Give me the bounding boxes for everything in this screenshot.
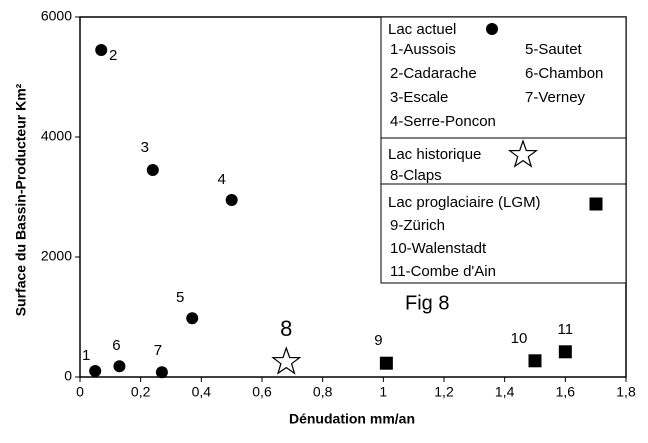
point-label: 5 (176, 289, 184, 306)
x-tick-label: 1 (379, 384, 387, 400)
legend-item: 11-Combe d'Ain (390, 263, 496, 280)
data-point (379, 356, 393, 370)
data-point (95, 44, 108, 56)
legend-item: 9-Zürich (390, 217, 445, 234)
point-label: 3 (141, 139, 149, 156)
y-tick-label: 0 (64, 368, 72, 384)
data-point (558, 345, 572, 359)
point-label: 10 (511, 330, 528, 347)
legend-marker (507, 139, 539, 168)
data-point (186, 312, 199, 325)
legend-item: 10-Walenstadt (390, 240, 487, 257)
legend-item: 3-Escale (390, 89, 448, 106)
y-tick-label: 6000 (41, 8, 72, 24)
x-tick-label: 1,4 (495, 384, 515, 400)
legend-item: 1-Aussois (390, 41, 456, 58)
x-tick-label: 0,8 (313, 384, 333, 400)
figure-annotation: Fig 8 (405, 292, 449, 314)
y-tick-label: 4000 (41, 128, 72, 144)
legend-item: 4-Serre-Poncon (390, 113, 496, 130)
point-label: 6 (112, 337, 120, 354)
legend-title: Lac proglaciaire (LGM) (388, 194, 541, 211)
point-label: 1 (82, 347, 90, 364)
x-tick-label: 0,2 (131, 384, 151, 400)
data-point (225, 194, 238, 206)
data-point (89, 365, 102, 377)
legend-item: 8-Claps (390, 167, 442, 184)
legend-item: 2-Cadarache (390, 65, 477, 82)
x-tick-label: 1,8 (616, 384, 636, 400)
legend-box (380, 16, 627, 284)
legend-item: 6-Chambon (525, 65, 603, 82)
legend-title: Lac actuel (388, 21, 456, 38)
legend-item: 5-Sautet (525, 41, 583, 58)
x-tick-label: 0,6 (252, 384, 272, 400)
data-point (528, 354, 542, 368)
x-tick-label: 0 (76, 384, 84, 400)
x-axis-label: Dénudation mm/an (289, 411, 415, 427)
legend-marker (589, 197, 603, 211)
point-label: 8 (280, 316, 292, 341)
legend-title: Lac historique (388, 146, 481, 163)
data-point (113, 360, 126, 373)
data-point (155, 366, 168, 379)
point-label: 2 (109, 47, 117, 64)
legend-marker (486, 23, 498, 35)
x-tick-label: 0,4 (192, 384, 212, 400)
point-label: 4 (217, 171, 225, 188)
data-point (271, 346, 302, 375)
y-tick-label: 2000 (41, 248, 72, 264)
x-tick-label: 1,6 (556, 384, 576, 400)
data-point (146, 164, 159, 176)
point-label: 7 (154, 342, 162, 359)
y-axis-label: Surface du Bassin-Producteur Km² (13, 83, 29, 316)
x-tick-label: 1,2 (434, 384, 454, 400)
legend-item: 7-Verney (525, 89, 586, 106)
point-label: 9 (374, 332, 382, 349)
point-label: 11 (558, 321, 574, 338)
